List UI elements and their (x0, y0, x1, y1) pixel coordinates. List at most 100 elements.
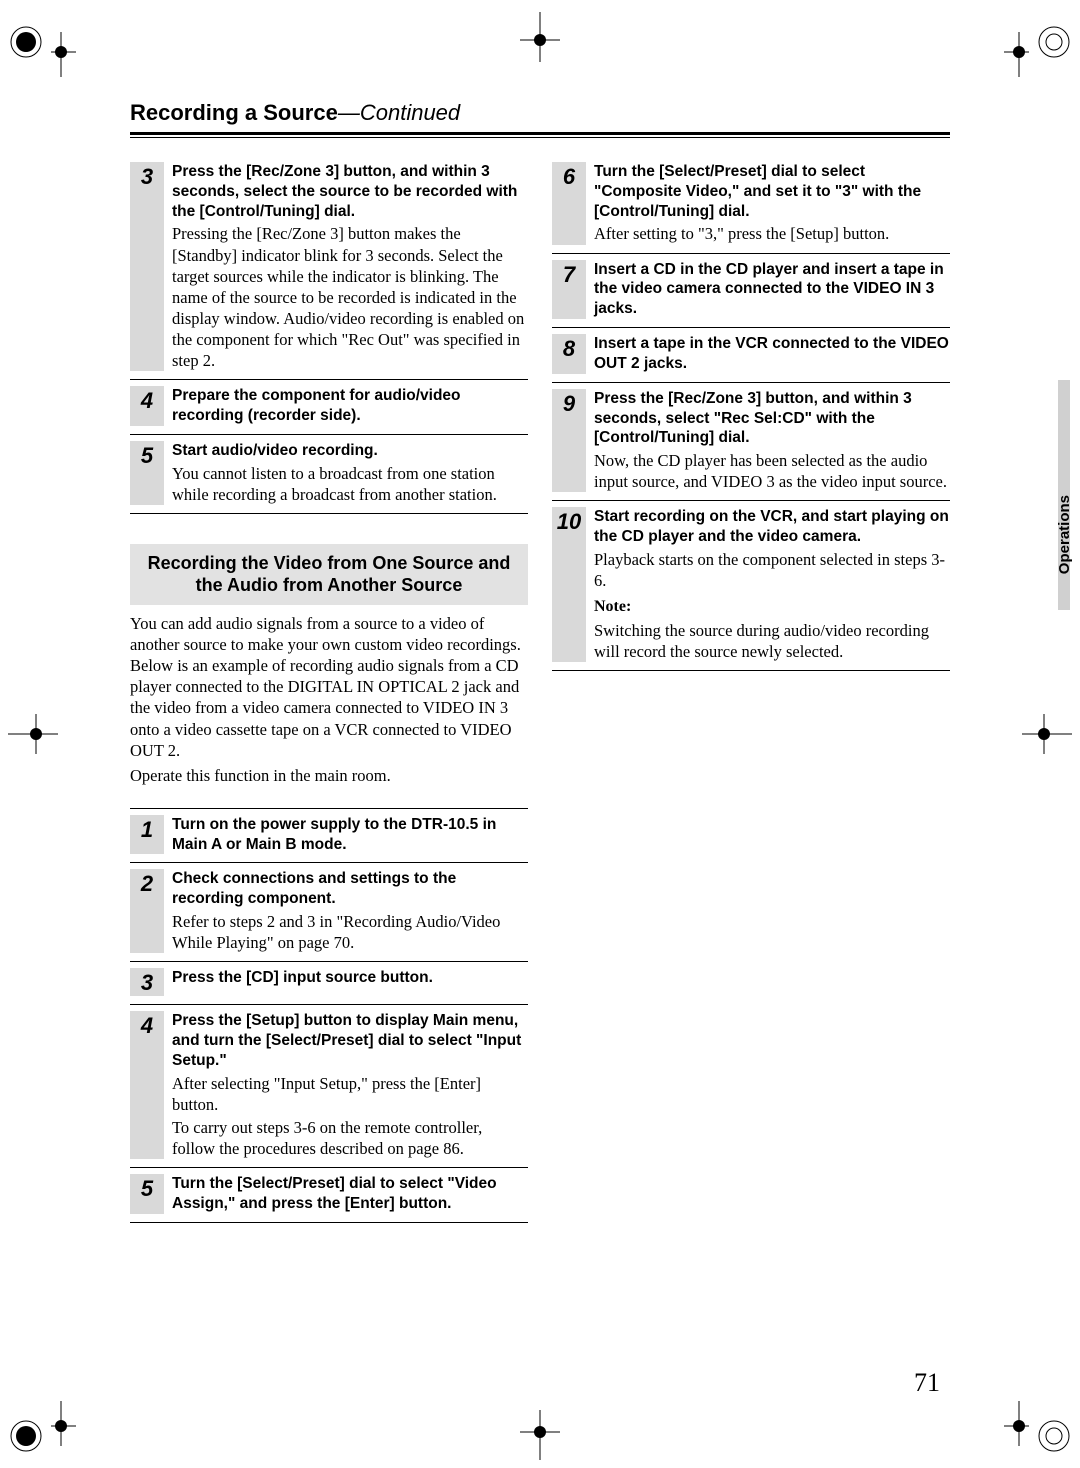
step-number: 10 (557, 509, 581, 535)
step-number-cell: 8 (552, 334, 586, 374)
step-number: 4 (141, 1013, 153, 1039)
step-instruction: Start recording on the VCR, and start pl… (594, 507, 950, 547)
step-body: Press the [Rec/Zone 3] button, and withi… (594, 389, 950, 493)
step-row: 3 Press the [Rec/Zone 3] button, and with… (130, 156, 528, 380)
step-instruction: Press the [Rec/Zone 3] button, and withi… (594, 389, 950, 448)
crop-mark-bl (6, 1386, 76, 1456)
step-number-cell: 9 (552, 389, 586, 493)
step-list-right: 6 Turn the [Select/Preset] dial to select… (552, 156, 950, 671)
page-title: Recording a Source—Continued (130, 100, 950, 130)
step-body: Start audio/video recording.You cannot l… (172, 441, 528, 505)
step-number: 1 (141, 817, 153, 843)
step-list-top: 3 Press the [Rec/Zone 3] button, and with… (130, 156, 528, 514)
step-number-cell: 6 (552, 162, 586, 245)
step-body: Insert a CD in the CD player and insert … (594, 260, 950, 319)
step-row: 6 Turn the [Select/Preset] dial to select… (552, 156, 950, 254)
page-content: Recording a Source—Continued 3 Press the … (130, 100, 950, 1223)
note-text: Switching the source during audio/video … (594, 620, 950, 662)
section-para-1: You can add audio signals from a source … (130, 613, 528, 761)
step-number: 9 (563, 391, 575, 417)
step-row: 9 Press the [Rec/Zone 3] button, and with… (552, 383, 950, 502)
step-detail: Playback starts on the component selecte… (594, 549, 950, 591)
step-instruction: Press the [Setup] button to display Main… (172, 1011, 528, 1070)
two-column-layout: 3 Press the [Rec/Zone 3] button, and with… (130, 156, 950, 1223)
step-number-cell: 2 (130, 869, 164, 953)
step-number: 5 (141, 1176, 153, 1202)
step-body: Prepare the component for audio/video re… (172, 386, 528, 426)
title-continued: —Continued (338, 100, 460, 125)
section-para-2: Operate this function in the main room. (130, 765, 528, 786)
step-row: 3 Press the [CD] input source button. (130, 962, 528, 1005)
step-instruction: Check connections and settings to the re… (172, 869, 528, 909)
step-number: 4 (141, 388, 153, 414)
step-detail: After setting to "3," press the [Setup] … (594, 223, 950, 244)
crop-mark-br (1004, 1386, 1074, 1456)
crop-mark-bc (520, 1410, 560, 1460)
step-body: Press the [CD] input source button. (172, 968, 528, 996)
step-row: 4 Prepare the component for audio/video r… (130, 380, 528, 435)
side-tab: Operations (1042, 380, 1070, 610)
step-body: Press the [Rec/Zone 3] button, and withi… (172, 162, 528, 371)
crop-mark-tc (520, 12, 560, 62)
note-label: Note: (594, 597, 950, 617)
step-number: 3 (141, 164, 153, 190)
step-instruction: Insert a tape in the VCR connected to th… (594, 334, 950, 374)
step-row: 7 Insert a CD in the CD player and insert… (552, 254, 950, 328)
step-number: 5 (141, 443, 153, 469)
crop-mark-tl (6, 22, 76, 92)
step-instruction: Press the [Rec/Zone 3] button, and withi… (172, 162, 528, 221)
step-row: 5 Turn the [Select/Preset] dial to select… (130, 1168, 528, 1223)
step-number-cell: 4 (130, 1011, 164, 1159)
step-number: 8 (563, 336, 575, 362)
step-number: 3 (141, 970, 153, 996)
step-row: 5 Start audio/video recording.You cannot … (130, 435, 528, 514)
step-instruction: Start audio/video recording. (172, 441, 528, 461)
step-number: 2 (141, 871, 153, 897)
step-number-cell: 10 (552, 507, 586, 662)
crop-mark-rc (1022, 714, 1072, 754)
step-row: 4 Press the [Setup] button to display Mai… (130, 1005, 528, 1168)
step-body: Insert a tape in the VCR connected to th… (594, 334, 950, 374)
step-number: 7 (563, 262, 575, 288)
title-main: Recording a Source (130, 100, 338, 125)
step-number-cell: 5 (130, 441, 164, 505)
step-list-bottom: 1 Turn on the power supply to the DTR-10.… (130, 809, 528, 1223)
step-number-cell: 7 (552, 260, 586, 319)
step-number-cell: 3 (130, 162, 164, 371)
step-body: Turn on the power supply to the DTR-10.5… (172, 815, 528, 855)
right-column: 6 Turn the [Select/Preset] dial to select… (552, 156, 950, 1223)
step-row: 1 Turn on the power supply to the DTR-10.… (130, 809, 528, 864)
step-detail: You cannot listen to a broadcast from on… (172, 463, 528, 505)
step-instruction: Turn the [Select/Preset] dial to select … (172, 1174, 528, 1214)
step-detail: Now, the CD player has been selected as … (594, 450, 950, 492)
step-body: Start recording on the VCR, and start pl… (594, 507, 950, 662)
crop-mark-tr (1004, 22, 1074, 92)
step-body: Turn the [Select/Preset] dial to select … (594, 162, 950, 245)
step-number-cell: 4 (130, 386, 164, 426)
step-detail: To carry out steps 3-6 on the remote con… (172, 1117, 528, 1159)
step-instruction: Prepare the component for audio/video re… (172, 386, 528, 426)
step-body: Check connections and settings to the re… (172, 869, 528, 953)
step-number-cell: 5 (130, 1174, 164, 1214)
step-number-cell: 3 (130, 968, 164, 996)
step-body: Turn the [Select/Preset] dial to select … (172, 1174, 528, 1214)
step-number-cell: 1 (130, 815, 164, 855)
step-detail: Refer to steps 2 and 3 in "Recording Aud… (172, 911, 528, 953)
step-body: Press the [Setup] button to display Main… (172, 1011, 528, 1159)
title-rule (130, 132, 950, 138)
step-instruction: Turn the [Select/Preset] dial to select … (594, 162, 950, 221)
side-tab-label: Operations (1056, 495, 1073, 574)
crop-mark-lc (8, 714, 58, 754)
step-detail: Pressing the [Rec/Zone 3] button makes t… (172, 223, 528, 371)
step-instruction: Press the [CD] input source button. (172, 968, 528, 988)
step-row: 2 Check connections and settings to the r… (130, 863, 528, 962)
step-row: 8 Insert a tape in the VCR connected to t… (552, 328, 950, 383)
left-column: 3 Press the [Rec/Zone 3] button, and with… (130, 156, 528, 1223)
step-detail: After selecting "Input Setup," press the… (172, 1073, 528, 1115)
section-heading: Recording the Video from One Source and … (130, 544, 528, 605)
step-number: 6 (563, 164, 575, 190)
step-instruction: Insert a CD in the CD player and insert … (594, 260, 950, 319)
step-row: 10 Start recording on the VCR, and start … (552, 501, 950, 671)
step-instruction: Turn on the power supply to the DTR-10.5… (172, 815, 528, 855)
page-number: 71 (914, 1368, 940, 1398)
